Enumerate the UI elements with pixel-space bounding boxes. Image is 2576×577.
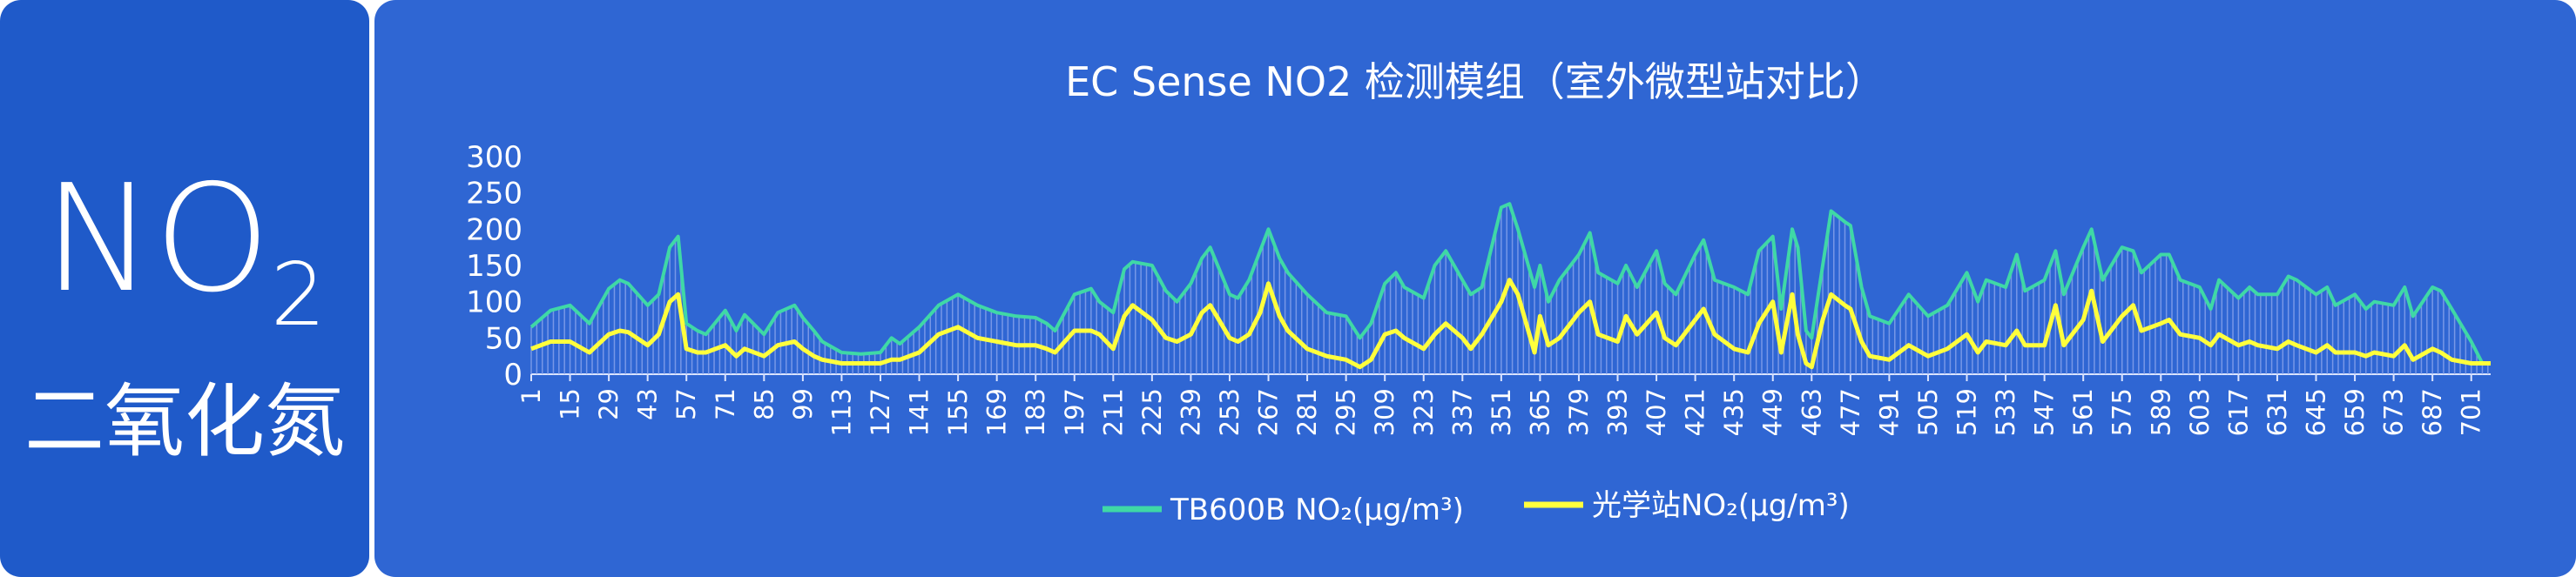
series-2-line	[530, 278, 2491, 370]
legend: TB600B NO₂(μg/m³) 光学站NO₂(μg/m³)	[1103, 488, 1850, 527]
y-tick-label: 100	[466, 285, 523, 320]
x-tick-label: 253	[1215, 388, 1244, 436]
y-tick-label: 200	[466, 212, 523, 247]
x-tick-label: 337	[1447, 388, 1477, 436]
x-tick-label: 1	[516, 388, 546, 404]
x-tick-label: 407	[1642, 388, 1671, 436]
series-2	[530, 278, 2491, 370]
x-tick-label: 505	[1913, 388, 1943, 436]
x-tick-label: 57	[671, 388, 701, 420]
x-tick-label: 155	[943, 388, 973, 436]
x-tick-label: 645	[2302, 388, 2331, 436]
x-tick-label: 225	[1137, 388, 1167, 436]
chart-svg: EC Sense NO2 检测模组（室外微型站对比） 0501001502002…	[466, 58, 2491, 527]
x-tick-label: 211	[1098, 388, 1128, 436]
formula-main: NO	[43, 153, 271, 325]
x-tick-label: 687	[2418, 388, 2447, 436]
x-tick-label: 463	[1797, 388, 1826, 436]
y-tick-label: 300	[466, 140, 523, 175]
x-tick-label: 239	[1176, 388, 1205, 436]
chart-title: EC Sense NO2 检测模组（室外微型站对比）	[1065, 58, 1885, 105]
x-tick-label: 659	[2340, 388, 2370, 436]
x-tick-label: 113	[826, 388, 856, 436]
x-tick-label: 99	[788, 388, 818, 420]
chart-panel: EC Sense NO2 检测模组（室外微型站对比） 0 50 100 150 200 2…	[374, 0, 2576, 577]
series-1	[529, 202, 2491, 366]
pollutant-panel: NO2 二氧化氮	[0, 0, 369, 577]
x-tick-label: 169	[982, 388, 1012, 436]
x-axis: 1 15 29 43 57 71 85 99 113 127 141 155 169 183 197 211 2…	[516, 373, 2491, 436]
x-tick-label: 421	[1681, 388, 1710, 436]
x-tick-label: 477	[1836, 388, 1865, 436]
x-tick-label: 85	[749, 388, 779, 420]
x-tick-label: 267	[1254, 388, 1284, 436]
x-tick-label: 365	[1525, 388, 1554, 436]
x-tick-label: 379	[1564, 388, 1594, 436]
x-tick-label: 701	[2457, 388, 2486, 436]
pollutant-chinese-name: 二氧化氮	[24, 375, 345, 468]
plot-area	[529, 202, 2491, 374]
x-tick-label: 127	[866, 388, 895, 436]
series-1-line	[529, 202, 2491, 366]
x-tick-label: 519	[1952, 388, 1982, 436]
x-tick-label: 561	[2068, 388, 2098, 436]
x-tick-label: 631	[2262, 388, 2292, 436]
y-tick-label: 250	[466, 177, 523, 211]
x-tick-label: 673	[2379, 388, 2409, 436]
x-tick-label: 575	[2107, 388, 2137, 436]
x-tick-label: 589	[2146, 388, 2175, 436]
formula-subscript: 2	[270, 244, 327, 346]
x-tick-label: 15	[556, 388, 585, 420]
x-tick-label: 617	[2223, 388, 2253, 436]
x-tick-label: 603	[2185, 388, 2215, 436]
x-tick-label: 183	[1021, 388, 1050, 436]
x-tick-label: 323	[1409, 388, 1439, 436]
y-tick-label: 0	[503, 358, 523, 392]
x-tick-label: 533	[1991, 388, 2020, 436]
x-tick-label: 43	[633, 388, 663, 420]
x-tick-label: 435	[1719, 388, 1749, 436]
x-tick-label: 491	[1874, 388, 1904, 436]
x-tick-label: 351	[1487, 388, 1516, 436]
x-tick-label: 197	[1060, 388, 1089, 436]
y-tick-label: 150	[466, 249, 523, 284]
legend-label-series-1: TB600B NO₂(μg/m³)	[1170, 493, 1464, 527]
x-tick-label: 393	[1603, 388, 1633, 436]
legend-label-series-2: 光学站NO₂(μg/m³)	[1592, 488, 1850, 523]
y-tick-label: 50	[485, 321, 523, 356]
x-tick-label: 71	[711, 388, 740, 420]
x-tick-label: 449	[1758, 388, 1788, 436]
x-tick-label: 309	[1370, 388, 1399, 436]
chemical-formula: NO2	[0, 165, 369, 346]
x-tick-label: 281	[1292, 388, 1322, 436]
series-1-fill	[530, 205, 2489, 374]
x-tick-label: 29	[594, 388, 624, 420]
x-tick-label: 141	[905, 388, 934, 436]
x-tick-label: 295	[1332, 388, 1361, 436]
x-tick-label: 547	[2030, 388, 2060, 436]
